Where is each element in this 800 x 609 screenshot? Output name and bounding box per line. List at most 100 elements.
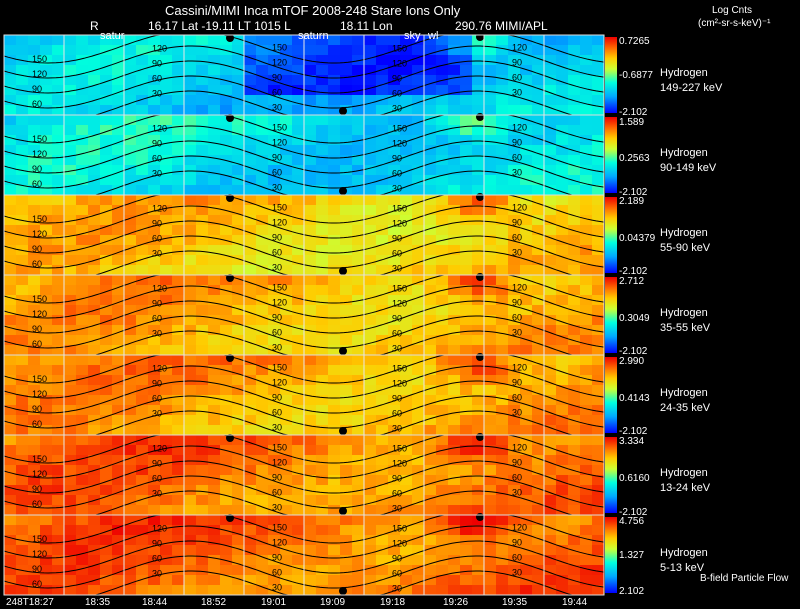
heatmap-cell <box>172 145 184 155</box>
heatmap-cell <box>136 575 148 585</box>
heatmap-cell <box>496 515 508 525</box>
heatmap-cell <box>280 115 292 125</box>
heatmap-cell <box>568 575 580 585</box>
heatmap-cell <box>412 285 424 295</box>
heatmap-cell <box>76 555 88 565</box>
heatmap-cell <box>484 365 496 375</box>
heatmap-cell <box>400 55 412 65</box>
heatmap-cell <box>232 375 244 385</box>
heatmap-cell <box>484 255 496 265</box>
heatmap-cell <box>244 135 256 145</box>
heatmap-cell <box>172 105 184 115</box>
heatmap-cell <box>184 455 196 465</box>
heatmap-cell <box>436 145 448 155</box>
heatmap-cell <box>244 255 256 265</box>
time-tick-2: 18:35 <box>85 597 111 608</box>
heatmap-cell <box>112 135 124 145</box>
heatmap-cell <box>340 385 352 395</box>
heatmap-cell <box>280 515 292 525</box>
contour-label: 30 <box>272 102 282 112</box>
heatmap-cell <box>328 395 340 405</box>
heatmap-cell <box>340 145 352 155</box>
heatmap-cell <box>232 575 244 585</box>
heatmap-cell <box>148 425 160 435</box>
heatmap-cell <box>592 195 604 205</box>
heatmap-cell <box>556 545 568 555</box>
heatmap-cell <box>532 505 544 515</box>
contour-label: 120 <box>32 149 47 159</box>
heatmap-cell <box>352 525 364 535</box>
heatmap-cell <box>496 325 508 335</box>
heatmap-cell <box>364 65 376 75</box>
heatmap-cell <box>520 405 532 415</box>
heatmap-cell <box>184 255 196 265</box>
contour-label: 90 <box>392 474 402 484</box>
heatmap-cell <box>40 215 52 225</box>
heatmap-cell <box>352 565 364 575</box>
heatmap-cell <box>268 335 280 345</box>
heatmap-cell <box>436 85 448 95</box>
contour-label: 150 <box>392 444 407 454</box>
heatmap-cell <box>172 525 184 535</box>
heatmap-cell <box>28 135 40 145</box>
heatmap-cell <box>424 235 436 245</box>
heatmap-cell <box>232 105 244 115</box>
heatmap-cell <box>160 555 172 565</box>
heatmap-cell <box>76 535 88 545</box>
heatmap-cell <box>340 35 352 45</box>
heatmap-cell <box>256 95 268 105</box>
heatmap-cell <box>256 225 268 235</box>
contour-label: 30 <box>272 422 282 432</box>
heatmap-cell <box>484 205 496 215</box>
heatmap-cell <box>124 125 136 135</box>
heatmap-cell <box>460 85 472 95</box>
heatmap-cell <box>256 45 268 55</box>
heatmap-cell <box>400 545 412 555</box>
heatmap-cell <box>208 475 220 485</box>
heatmap-cell <box>256 55 268 65</box>
heatmap-cell <box>304 275 316 285</box>
heatmap-cell <box>100 175 112 185</box>
heatmap-cell <box>472 465 484 475</box>
heatmap-cell <box>196 205 208 215</box>
contour-label: 30 <box>512 88 522 98</box>
heatmap-cell <box>544 245 556 255</box>
heatmap-cell <box>100 315 112 325</box>
heatmap-cell <box>460 75 472 85</box>
heatmap-cell <box>40 535 52 545</box>
heatmap-cell <box>496 385 508 395</box>
heatmap-cell <box>208 535 220 545</box>
colorbar-3 <box>605 197 617 273</box>
heatmap-cell <box>472 265 484 275</box>
heatmap-cell <box>484 75 496 85</box>
heatmap-cell <box>376 205 388 215</box>
heatmap-cell <box>232 525 244 535</box>
heatmap-cell <box>496 555 508 565</box>
heatmap-cell <box>160 65 172 75</box>
heatmap-cell <box>460 35 472 45</box>
heatmap-cell <box>196 175 208 185</box>
units-line2: (cm²-sr-s-keV)⁻¹ <box>698 18 771 29</box>
heatmap-cell <box>544 145 556 155</box>
heatmap-cell <box>208 415 220 425</box>
heatmap-cell <box>316 55 328 65</box>
heatmap-cell <box>508 465 520 475</box>
heatmap-cell <box>424 525 436 535</box>
heatmap-cell <box>184 145 196 155</box>
heatmap-cell <box>520 105 532 115</box>
heatmap-cell <box>460 525 472 535</box>
heatmap-cell <box>64 265 76 275</box>
heatmap-cell <box>544 465 556 475</box>
heatmap-cell <box>16 395 28 405</box>
heatmap-cell <box>76 165 88 175</box>
heatmap-cell <box>256 435 268 445</box>
heatmap-cell <box>532 365 544 375</box>
heatmap-cell <box>160 145 172 155</box>
heatmap-cell <box>268 385 280 395</box>
heatmap-cell <box>400 165 412 175</box>
heatmap-cell <box>424 415 436 425</box>
heatmap-cell <box>112 195 124 205</box>
heatmap-cell <box>412 255 424 265</box>
heatmap-cell <box>532 165 544 175</box>
heatmap-cell <box>76 525 88 535</box>
